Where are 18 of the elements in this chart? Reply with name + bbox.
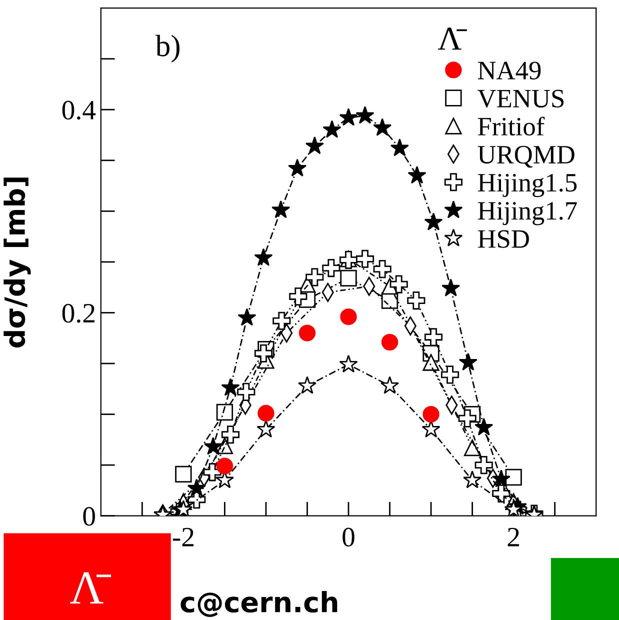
y-tick-label: 0.2: [62, 304, 95, 323]
y-tick-label: 0: [83, 507, 95, 526]
legend-label: Fritiof: [478, 116, 545, 136]
text: Λ̄: [70, 572, 112, 604]
legend-title: Λ̄: [438, 28, 467, 50]
y-tick-label: 0.4: [62, 100, 96, 120]
text: c@cern.ch: [180, 591, 338, 617]
annotation: b): [155, 34, 180, 63]
legend-label: NA49: [478, 62, 541, 80]
x-tick-label: 0: [342, 528, 354, 546]
y-axis-title: dσ/dy [mb]: [4, 178, 31, 348]
x-tick-label: 2: [508, 528, 519, 546]
x-tick-label: -2: [172, 528, 194, 546]
legend-label: VENUS: [477, 90, 564, 108]
legend-label: Hijing1.5: [478, 174, 577, 198]
legend-label: Hijing1.7: [478, 202, 577, 226]
legend-label: URQMD: [478, 146, 574, 168]
legend-label: HSD: [478, 230, 529, 248]
